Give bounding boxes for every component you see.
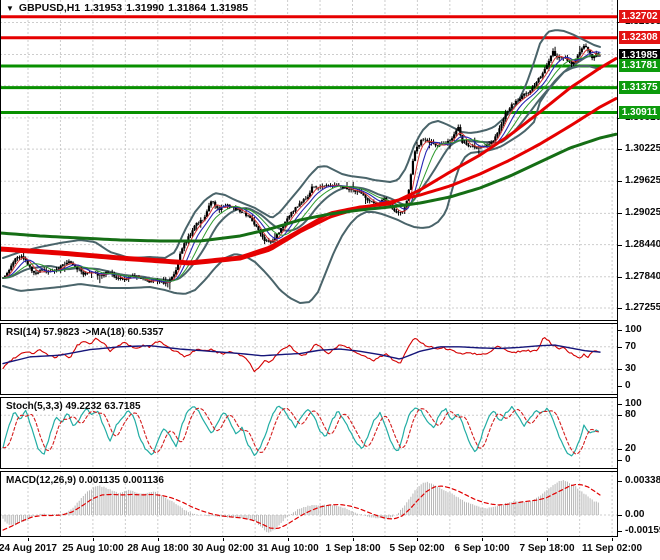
- price-tick-label: 1.29625: [625, 175, 660, 187]
- price-tick-label: 1.28440: [625, 238, 660, 250]
- time-tick-mark: [158, 538, 159, 541]
- grid: [0, 323, 617, 395]
- stoch-k-line: [2, 405, 599, 457]
- chart-header: ▼ GBPUSD,H1 1.31953 1.31990 1.31864 1.31985: [6, 2, 252, 14]
- price-tick-label: 1.27255: [625, 302, 660, 313]
- main-price-chart[interactable]: [0, 0, 660, 321]
- time-tick-mark: [612, 538, 613, 541]
- rsi-label: RSI(14) 57.9823 ->MA(18) 60.5357: [6, 327, 164, 338]
- macd-histogram: [2, 480, 599, 533]
- ma-lines: [0, 48, 618, 284]
- price-tick-mark: [618, 330, 622, 331]
- time-tick-label: 28 Aug 18:00: [127, 543, 189, 554]
- time-tick-label: 1 Sep 18:00: [325, 543, 381, 554]
- stoch-scale-label: 100: [625, 398, 642, 409]
- quote-close: 1.31985: [210, 2, 249, 14]
- price-tick-mark: [618, 460, 622, 461]
- candles: [1, 43, 600, 290]
- price-badge-black: 1.31985: [619, 48, 660, 62]
- price-tick-mark: [618, 213, 622, 215]
- price-tick-mark: [618, 149, 622, 151]
- price-scale[interactable]: 1.325951.308101.302251.296251.290251.284…: [617, 0, 660, 537]
- time-tick-label: 30 Aug 02:00: [192, 543, 254, 554]
- price-tick-mark: [618, 244, 622, 246]
- time-tick-mark: [223, 538, 224, 541]
- price-badge-red: 1.32702: [619, 10, 660, 24]
- rsi-scale-label: 100: [625, 324, 642, 335]
- rsi-scale-label: 30: [625, 363, 637, 375]
- time-tick-label: 7 Sep 18:00: [519, 543, 575, 554]
- macd-indicator-panel[interactable]: [0, 471, 660, 537]
- rsi-line: [2, 337, 599, 373]
- time-tick-mark: [28, 538, 29, 541]
- stoch-scale-label: 0: [625, 454, 631, 465]
- price-tick-label: 1.30225: [625, 143, 660, 155]
- time-tick-mark: [288, 538, 289, 541]
- price-tick-mark: [618, 276, 622, 278]
- time-tick-label: 31 Aug 10:00: [257, 543, 319, 554]
- rsi-scale-label: 0: [625, 380, 631, 391]
- macd-scale-label: 0.00: [625, 509, 645, 520]
- price-tick-mark: [618, 346, 622, 348]
- stoch-scale-label: 80: [625, 409, 637, 421]
- time-tick-mark: [93, 538, 94, 541]
- time-tick-label: 5 Sep 02:00: [389, 543, 445, 554]
- symbol-dropdown-icon[interactable]: ▼: [6, 4, 14, 13]
- price-tick-mark: [618, 386, 622, 387]
- rsi-indicator-panel[interactable]: [0, 323, 660, 395]
- price-tick-mark: [618, 308, 622, 309]
- time-tick-mark: [417, 538, 418, 541]
- price-tick-mark: [618, 448, 622, 450]
- time-tick-mark: [353, 538, 354, 541]
- rsi-scale-label: 70: [625, 340, 637, 352]
- time-tick-mark: [547, 538, 548, 541]
- time-tick-label: 6 Sep 10:00: [454, 543, 510, 554]
- macd-scale-label: -0.001591: [625, 524, 660, 536]
- bollinger-bands: [2, 29, 601, 305]
- price-tick-label: 1.27840: [625, 270, 660, 282]
- price-tick-mark: [618, 481, 622, 483]
- stoch-scale-label: 20: [625, 442, 637, 454]
- quote-low: 1.31864: [168, 2, 207, 14]
- price-tick-mark: [618, 181, 622, 183]
- time-scale[interactable]: 24 Aug 2017 25 Aug 10:00 28 Aug 18:00 30 Au…: [0, 538, 660, 560]
- macd-scale-label: 0.003388: [625, 475, 660, 487]
- price-badge-red: 1.32308: [619, 31, 660, 45]
- price-tick-mark: [618, 415, 622, 417]
- time-tick-label: 11 Sep 02:00: [581, 543, 643, 554]
- price-tick-mark: [618, 530, 622, 532]
- stoch-label: Stoch(5,3,3) 49.2232 63.7185: [6, 401, 141, 412]
- symbol-timeframe-label: GBPUSD,H1: [18, 2, 81, 14]
- quote-open: 1.31953: [84, 2, 123, 14]
- macd-signal-line: [2, 483, 601, 531]
- price-badge-green: 1.31781: [619, 59, 660, 73]
- time-tick-label: 25 Aug 10:00: [62, 543, 124, 554]
- grid: [0, 0, 617, 321]
- level-lines[interactable]: [0, 15, 617, 114]
- price-badge-green: 1.30911: [619, 105, 660, 119]
- rsi-ma-line: [2, 344, 601, 365]
- price-tick-mark: [618, 515, 622, 516]
- price-badge-green: 1.31375: [619, 81, 660, 95]
- time-tick-mark: [482, 538, 483, 541]
- price-tick-mark: [618, 404, 622, 405]
- time-tick-label: 24 Aug 2017: [0, 543, 57, 554]
- price-tick-label: 1.29025: [625, 207, 660, 219]
- price-tick-mark: [618, 369, 622, 371]
- stochastic-indicator-panel[interactable]: [0, 397, 660, 469]
- quote-high: 1.31990: [126, 2, 165, 14]
- macd-label: MACD(12,26,9) 0.001135 0.001136: [6, 475, 164, 486]
